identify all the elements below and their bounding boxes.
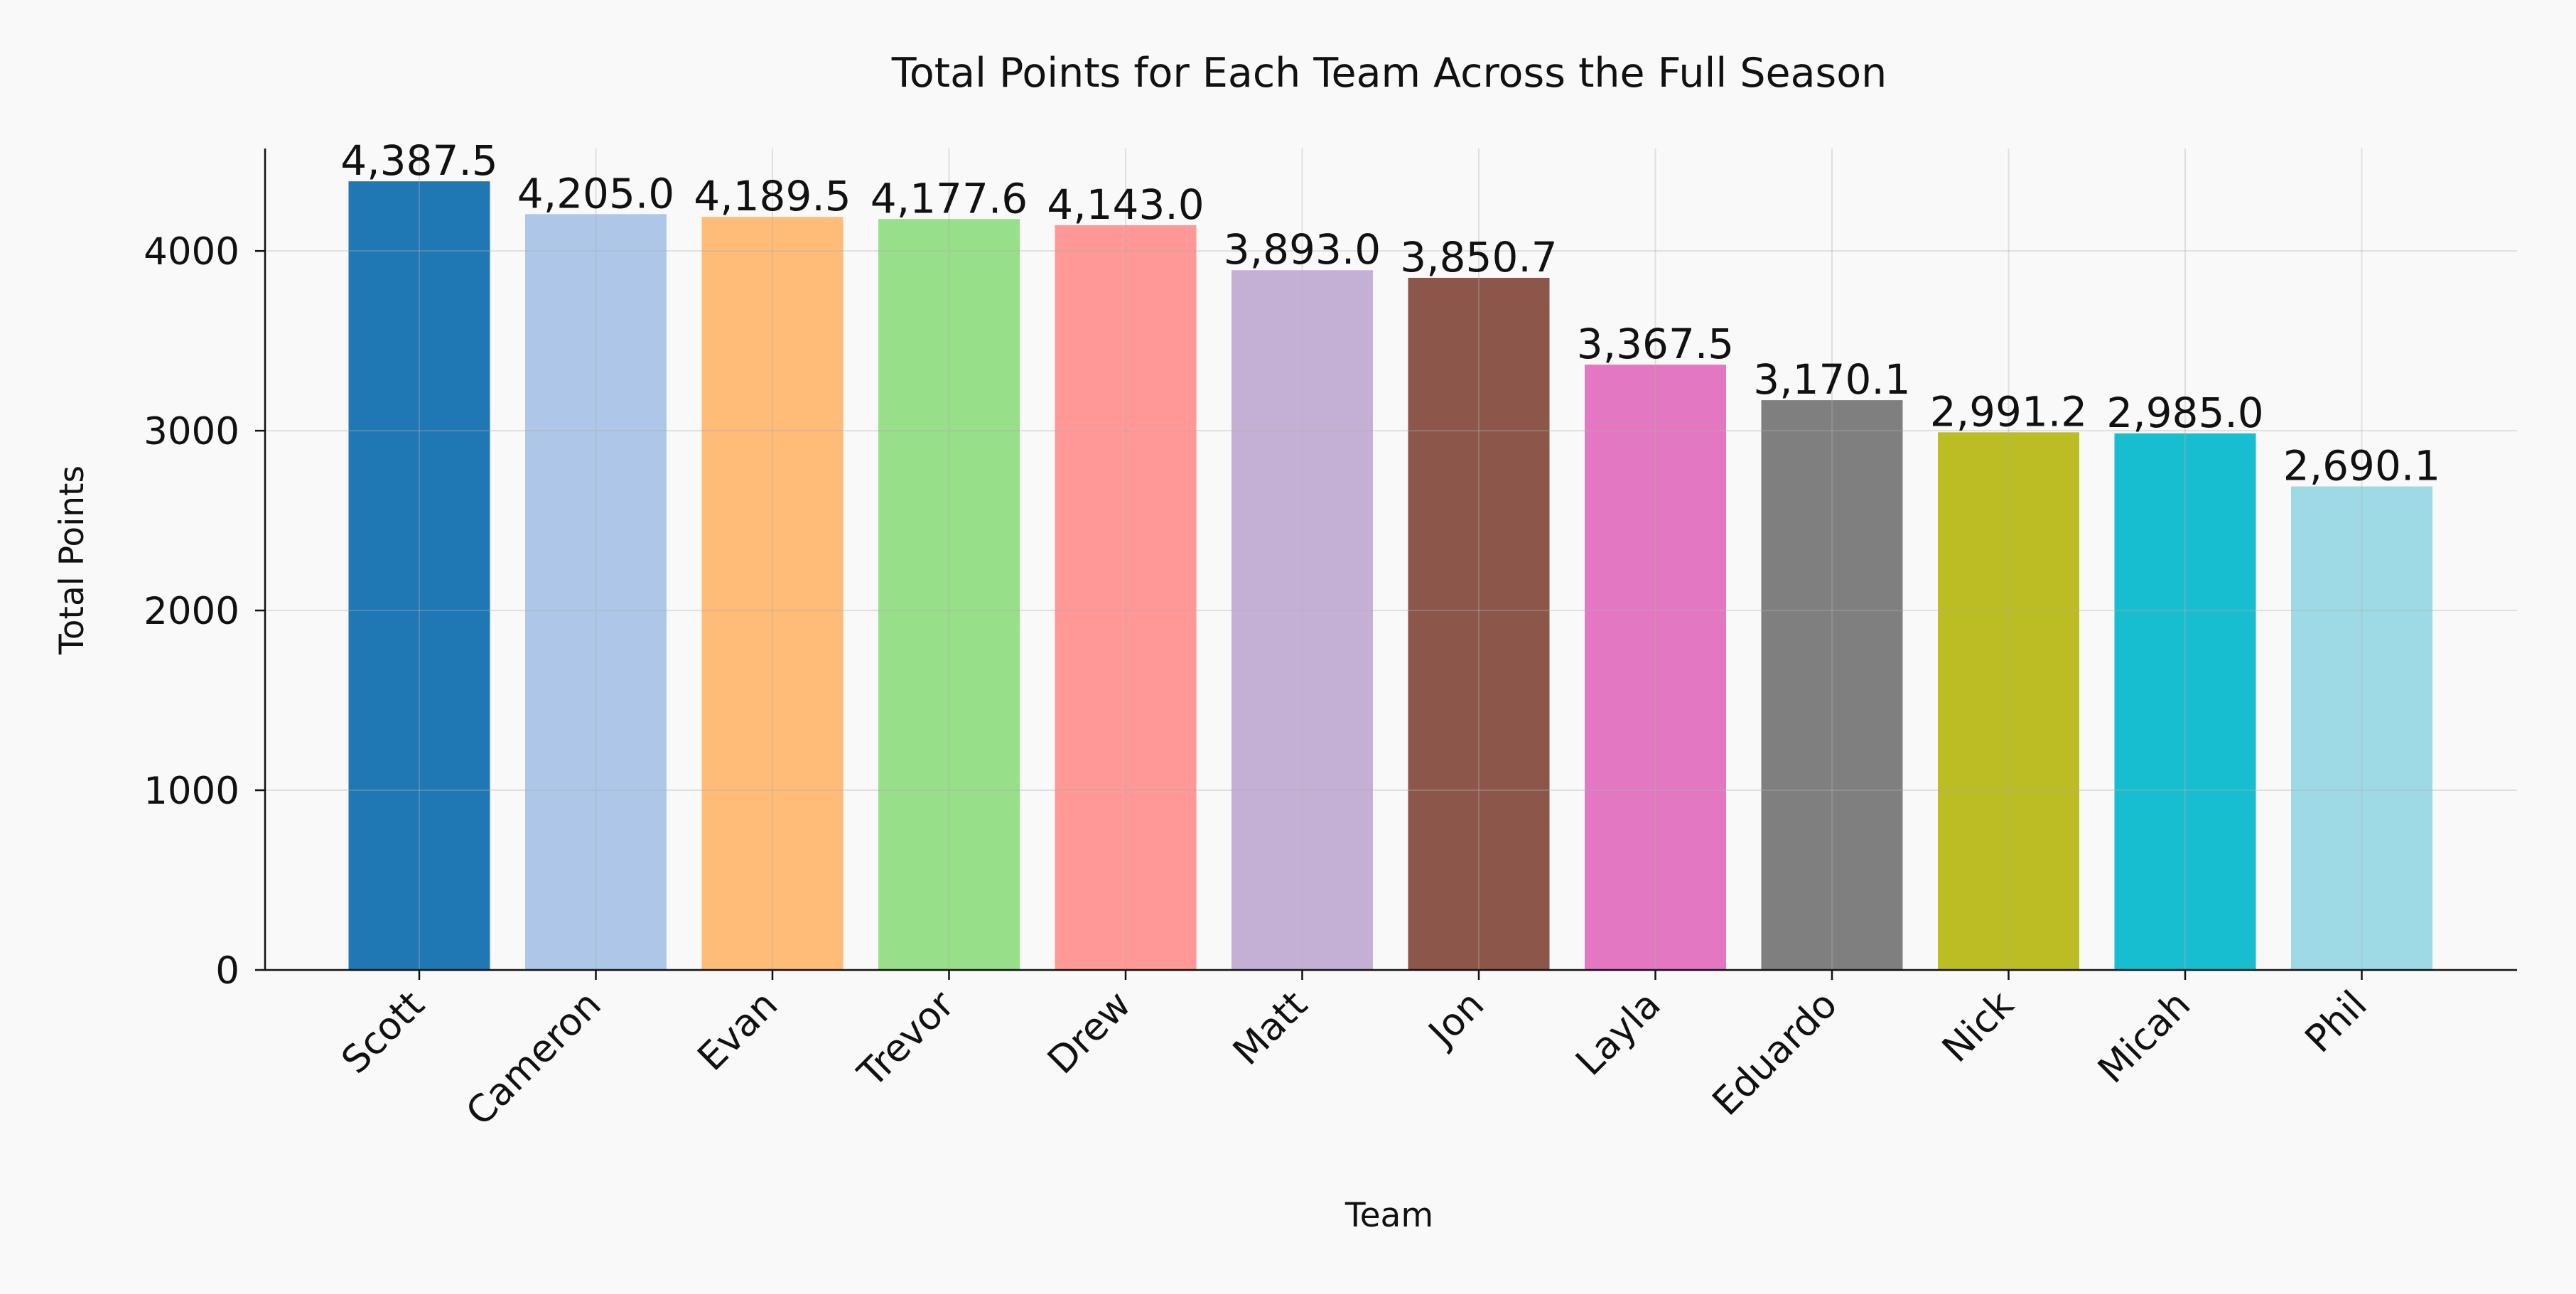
grid bbox=[265, 149, 2517, 970]
y-axis-title: Total Points bbox=[53, 465, 92, 655]
x-tick-label-micah: Micah bbox=[2090, 983, 2199, 1091]
x-tick-label-eduardo: Eduardo bbox=[1704, 983, 1845, 1124]
x-tick-label-drew: Drew bbox=[1040, 983, 1139, 1082]
bar-trevor bbox=[878, 219, 1020, 970]
data-label-evan: 4,189.5 bbox=[694, 172, 851, 220]
x-tick-label-layla: Layla bbox=[1568, 983, 1669, 1084]
bar-evan bbox=[701, 217, 844, 970]
bar-eduardo bbox=[1761, 400, 1903, 970]
bar-matt bbox=[1232, 270, 1373, 970]
x-tick-label-phil: Phil bbox=[2297, 983, 2375, 1061]
data-label-nick: 2,991.2 bbox=[1930, 387, 2087, 436]
x-tick-label-cameron: Cameron bbox=[458, 983, 610, 1134]
x-tick-label-scott: Scott bbox=[333, 983, 433, 1082]
y-tick-label: 0 bbox=[215, 949, 239, 993]
x-tick-label-trevor: Trevor bbox=[849, 983, 963, 1096]
data-label-trevor: 4,177.6 bbox=[871, 174, 1028, 222]
data-label-micah: 2,985.0 bbox=[2106, 389, 2263, 437]
y-tick-label: 3000 bbox=[144, 410, 239, 453]
data-label-drew: 4,143.0 bbox=[1047, 180, 1204, 229]
x-tick-label-nick: Nick bbox=[1934, 983, 2022, 1071]
data-labels: 4,387.5 4,205.0 4,189.5 4,177.6 4,143.0 3,893… bbox=[340, 136, 2440, 490]
y-tick-label: 1000 bbox=[144, 770, 239, 813]
data-label-scott: 4,387.5 bbox=[340, 136, 497, 185]
bar-micah bbox=[2114, 433, 2256, 970]
bar-jon bbox=[1408, 277, 1550, 971]
bars bbox=[348, 181, 2432, 971]
data-label-eduardo: 3,170.1 bbox=[1753, 355, 1910, 404]
x-axis-title: Team bbox=[1344, 1196, 1433, 1235]
bar-scott bbox=[348, 181, 490, 971]
bar-layla bbox=[1585, 365, 1726, 970]
y-tick-label: 2000 bbox=[144, 590, 239, 633]
data-label-cameron: 4,205.0 bbox=[517, 169, 674, 217]
bar-cameron bbox=[525, 214, 667, 970]
x-tick-label-evan: Evan bbox=[689, 983, 786, 1079]
bar-phil bbox=[2291, 486, 2432, 970]
data-label-matt: 3,893.0 bbox=[1224, 225, 1381, 274]
bar-drew bbox=[1055, 225, 1197, 971]
data-label-jon: 3,850.7 bbox=[1400, 233, 1557, 281]
x-tick-label-matt: Matt bbox=[1225, 983, 1316, 1074]
data-label-phil: 2,690.1 bbox=[2283, 442, 2440, 490]
chart-title: Total Points for Each Team Across the Fu… bbox=[891, 50, 1887, 97]
data-label-layla: 3,367.5 bbox=[1577, 320, 1734, 368]
axes bbox=[264, 149, 2517, 971]
y-tick-label: 4000 bbox=[144, 230, 239, 274]
x-tick-label-jon: Jon bbox=[1419, 983, 1492, 1056]
bar-nick bbox=[1938, 432, 2079, 970]
